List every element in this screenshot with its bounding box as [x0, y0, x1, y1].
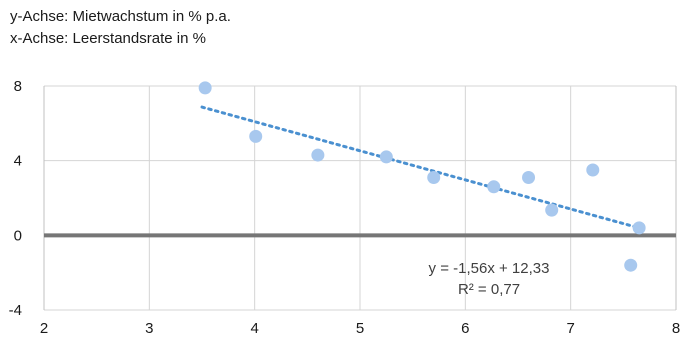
tick-labels: 2 3 4 5 6 7 8 -4 0 4 8: [9, 78, 681, 337]
trendline-equation: y = -1,56x + 12,33: [429, 260, 550, 277]
grid-lines: [43, 85, 677, 311]
data-points: [198, 81, 646, 272]
trendline-group: [200, 105, 641, 230]
data-point: [198, 81, 212, 95]
y-tick-label: 4: [14, 153, 22, 170]
x-tick-label: 6: [461, 320, 469, 337]
x-tick-label: 2: [40, 320, 48, 337]
data-point: [379, 150, 393, 164]
data-point: [249, 129, 263, 143]
x-tick-label: 5: [356, 320, 364, 337]
data-point: [586, 163, 600, 177]
x-tick-label: 7: [566, 320, 574, 337]
data-point: [522, 170, 536, 184]
x-tick-label: 3: [145, 320, 153, 337]
y-tick-label: 8: [14, 78, 22, 95]
trendline: [200, 105, 641, 230]
data-point: [487, 180, 501, 194]
x-tick-label: 4: [250, 320, 258, 337]
data-point: [624, 258, 638, 272]
x-axis-description: x-Achse: Leerstandsrate in %: [10, 30, 206, 47]
x-tick-label: 8: [672, 320, 680, 337]
data-point: [545, 203, 559, 217]
y-tick-label: 0: [14, 227, 22, 244]
r-squared-label: R² = 0,77: [458, 281, 520, 298]
y-axis-description: y-Achse: Mietwachstum in % p.a.: [10, 8, 231, 25]
y-tick-label: -4: [9, 302, 22, 319]
data-point: [311, 148, 325, 162]
data-point: [632, 221, 646, 235]
data-point: [427, 170, 441, 184]
